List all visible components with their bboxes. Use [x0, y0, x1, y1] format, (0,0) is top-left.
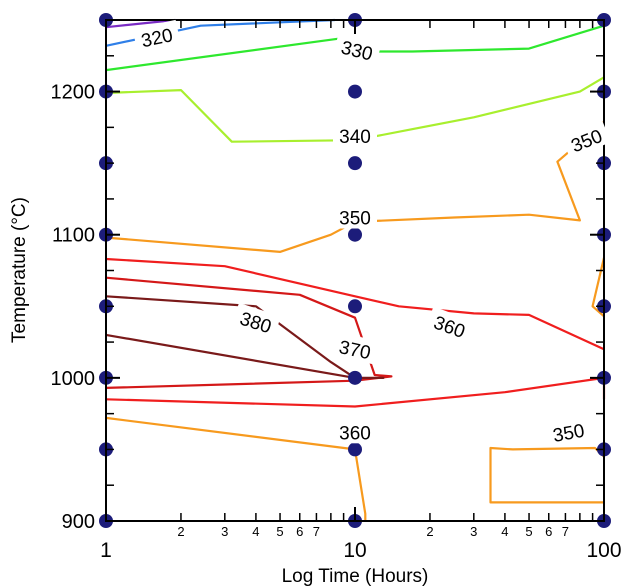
data-point [348, 156, 362, 171]
contour-label-group: 370 [331, 331, 380, 365]
x-minor-tick-label: 7 [562, 524, 569, 539]
x-minor-tick-label: 3 [470, 524, 477, 539]
contour-label-group: 340 [333, 122, 377, 148]
data-point [348, 84, 362, 99]
contour-label-group: 320 [132, 19, 181, 53]
contour-label-background [561, 119, 611, 159]
contour-label-background [425, 306, 475, 345]
x-minor-tick-label: 5 [525, 524, 532, 539]
x-minor-tick-label: 6 [296, 524, 303, 539]
contour-label-group: 360 [333, 419, 377, 444]
contour-label-group: 360 [425, 306, 475, 345]
contour-line-310-0 [105, 18, 176, 29]
data-point [348, 442, 362, 457]
x-minor-tick-label: 4 [501, 524, 508, 539]
x-minor-tick-label: 2 [426, 524, 433, 539]
contour-label-group: 350 [544, 415, 593, 447]
x-minor-tick-label: 2 [177, 524, 184, 539]
contour-label-group: 350 [333, 204, 377, 230]
contour-line-330-0 [105, 24, 605, 72]
y-tick-label: 1200 [51, 82, 96, 104]
contour-label-background [333, 204, 377, 229]
contour-label-background [333, 122, 377, 147]
x-minor-tick-label: 5 [276, 524, 283, 539]
x-minor-tick-label: 4 [252, 524, 259, 539]
y-tick-label: 1100 [52, 225, 95, 247]
x-minor-tick-label: 3 [221, 524, 228, 539]
contour-line-350-1 [591, 257, 606, 318]
contour-label-background [333, 419, 377, 444]
x-minor-tick-label: 6 [545, 524, 552, 539]
contour-label: 350 [551, 421, 586, 447]
y-axis-title: Temperature (°C) [9, 197, 30, 343]
contour-line-350-0 [105, 120, 605, 253]
contour-label-background [331, 331, 380, 365]
contour-label-background [132, 19, 181, 53]
data-point [348, 370, 362, 385]
contour-line-360-0 [105, 257, 605, 351]
contour-label: 360 [339, 423, 371, 444]
data-point [348, 299, 362, 314]
contour-label-group: 330 [333, 32, 382, 67]
x-minor-tick-label: 7 [313, 524, 320, 539]
contour-label-group: 380 [231, 302, 281, 340]
data-point [348, 227, 362, 242]
contour-line-350-2 [105, 416, 367, 521]
x-tick-label: 1 [100, 539, 112, 562]
y-tick-label: 900 [62, 511, 95, 533]
x-tick-label: 10 [343, 539, 366, 562]
contour-label-background [333, 32, 382, 67]
contour-line-350-3 [489, 446, 605, 504]
y-tick-label: 1000 [51, 368, 96, 390]
contour-label-background [544, 415, 593, 447]
contour-label-background [231, 302, 281, 340]
contour-label: 340 [339, 127, 371, 148]
x-tick-label: 100 [586, 539, 621, 562]
x-axis-title: Log Time (Hours) [282, 566, 429, 587]
contour-label: 350 [339, 209, 371, 230]
